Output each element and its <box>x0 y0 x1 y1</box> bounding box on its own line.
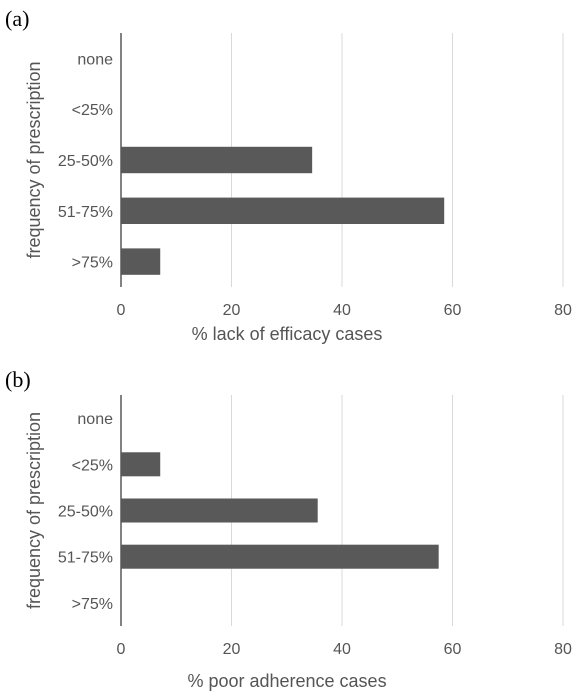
panel-label: (b) <box>5 367 31 392</box>
bar <box>121 452 161 477</box>
category-label: 25-50% <box>58 153 113 170</box>
x-tick-label: 80 <box>554 302 572 319</box>
x-tick-label: 20 <box>223 302 241 319</box>
category-label: <25% <box>72 457 113 474</box>
bar <box>121 146 313 174</box>
x-axis-title: % lack of efficacy cases <box>192 324 383 344</box>
bar <box>121 197 445 225</box>
category-label: 51-75% <box>58 550 113 567</box>
y-axis-title: frequency of prescription <box>24 412 44 609</box>
x-tick-label: 40 <box>333 641 351 658</box>
y-axis-title: frequency of prescription <box>24 61 44 258</box>
x-tick-label: 0 <box>117 641 126 658</box>
category-label: 25-50% <box>58 504 113 521</box>
category-label: >75% <box>72 596 113 613</box>
x-tick-label: 60 <box>444 302 462 319</box>
x-tick-label: 20 <box>223 641 241 658</box>
bar <box>121 498 318 523</box>
category-label: none <box>77 411 113 428</box>
bar <box>121 544 439 569</box>
panel-label: (a) <box>5 6 29 31</box>
x-tick-label: 40 <box>333 302 351 319</box>
x-tick-label: 0 <box>117 302 126 319</box>
category-label: none <box>77 51 113 68</box>
category-label: >75% <box>72 255 113 272</box>
category-label: <25% <box>72 102 113 119</box>
x-tick-label: 60 <box>444 641 462 658</box>
category-label: 51-75% <box>58 204 113 221</box>
x-axis-title: % poor adherence cases <box>187 671 386 691</box>
x-tick-label: 80 <box>554 641 572 658</box>
bar <box>121 248 161 275</box>
